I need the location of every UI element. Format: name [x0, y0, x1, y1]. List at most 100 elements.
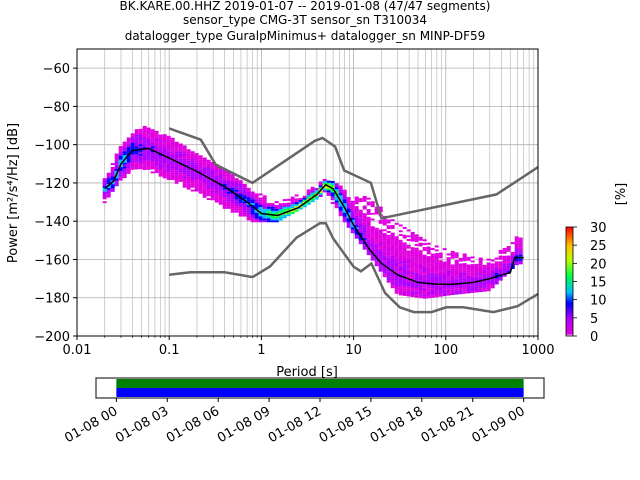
psd-cell [162, 164, 167, 167]
psd-cell [366, 249, 371, 252]
psd-cell [406, 269, 411, 272]
psd-cell [206, 159, 211, 162]
psd-cell [470, 266, 475, 269]
psd-cell [354, 196, 359, 199]
psd-cell [218, 195, 223, 198]
psd-cell [382, 221, 387, 224]
psd-cell [406, 290, 411, 293]
psd-cell [210, 194, 215, 197]
psd-cell [342, 189, 347, 192]
psd-cell [222, 199, 227, 202]
x-tick-label: 0.1 [159, 343, 180, 358]
psd-cell [438, 273, 443, 276]
psd-cell [362, 247, 367, 250]
psd-cell [310, 194, 315, 197]
psd-cell [142, 146, 147, 149]
psd-cell [458, 263, 463, 266]
psd-cell [430, 290, 435, 293]
psd-cell [358, 221, 363, 224]
psd-cell [326, 195, 331, 198]
psd-cell [518, 239, 523, 242]
psd-cell [458, 286, 463, 289]
psd-cell [442, 265, 447, 268]
psd-cell [262, 199, 267, 202]
psd-cell [374, 241, 379, 244]
psd-cell [390, 219, 395, 222]
psd-cell [154, 138, 159, 141]
psd-cell [214, 173, 219, 176]
psd-cell [482, 285, 487, 288]
psd-cell [134, 165, 139, 168]
psd-cell [326, 190, 331, 193]
psd-cell [490, 271, 495, 274]
psd-cell [374, 239, 379, 242]
psd-cell [234, 197, 239, 200]
psd-cell [410, 272, 415, 275]
psd-cell [206, 178, 211, 181]
psd-cell [406, 254, 411, 257]
psd-cell [150, 138, 155, 141]
psd-cell [270, 206, 275, 209]
psd-cell [154, 163, 159, 166]
psd-cell [494, 261, 499, 264]
psd-cell [342, 216, 347, 219]
psd-cell [402, 251, 407, 254]
psd-cell [398, 239, 403, 242]
psd-cell [442, 273, 447, 276]
psd-cell [250, 220, 255, 223]
psd-cell [494, 265, 499, 268]
psd-cell [338, 196, 343, 199]
psd-cell [182, 151, 187, 154]
psd-cell [110, 176, 115, 179]
psd-cell [434, 270, 439, 273]
psd-cell [370, 237, 375, 240]
psd-cell [370, 256, 375, 259]
psd-cell [126, 156, 131, 159]
psd-cell [354, 236, 359, 239]
chart-title-line-3: datalogger_type GuralpMinimus+ datalogge… [125, 29, 486, 43]
y-tick-label: −100 [34, 139, 70, 154]
psd-cell [370, 203, 375, 206]
psd-cell [430, 268, 435, 271]
psd-cell [442, 286, 447, 289]
psd-cell [150, 169, 155, 172]
psd-cell [262, 197, 267, 200]
psd-cell [202, 167, 207, 170]
psd-cell [446, 293, 451, 296]
psd-cell [202, 195, 207, 198]
psd-cell [142, 145, 147, 148]
psd-cell [474, 275, 479, 278]
psd-cell [454, 252, 459, 255]
psd-cell [202, 188, 207, 191]
psd-cell [350, 231, 355, 234]
psd-cell [430, 253, 435, 256]
psd-cell [286, 206, 291, 209]
psd-cell [442, 276, 447, 279]
psd-cell [126, 150, 131, 153]
psd-cell [178, 170, 183, 173]
psd-cell [122, 174, 127, 177]
psd-cell [222, 204, 227, 207]
psd-cell [374, 260, 379, 263]
psd-cell [158, 149, 163, 152]
psd-cell [402, 244, 407, 247]
psd-cell [386, 253, 391, 256]
psd-cell [426, 256, 431, 259]
psd-cell [234, 180, 239, 183]
psd-cell [482, 283, 487, 286]
psd-cell [302, 199, 307, 202]
psd-cell [142, 137, 147, 140]
psd-cell [422, 246, 427, 249]
psd-cell [146, 156, 151, 159]
psd-cell [390, 278, 395, 281]
psd-cell [234, 201, 239, 204]
psd-cell [178, 156, 183, 159]
psd-cell [374, 252, 379, 255]
psd-cell [422, 283, 427, 286]
psd-cell [362, 226, 367, 229]
psd-cell [162, 153, 167, 156]
psd-cell [406, 252, 411, 255]
psd-cell [418, 286, 423, 289]
psd-cell [102, 199, 107, 202]
psd-cell [466, 279, 471, 282]
